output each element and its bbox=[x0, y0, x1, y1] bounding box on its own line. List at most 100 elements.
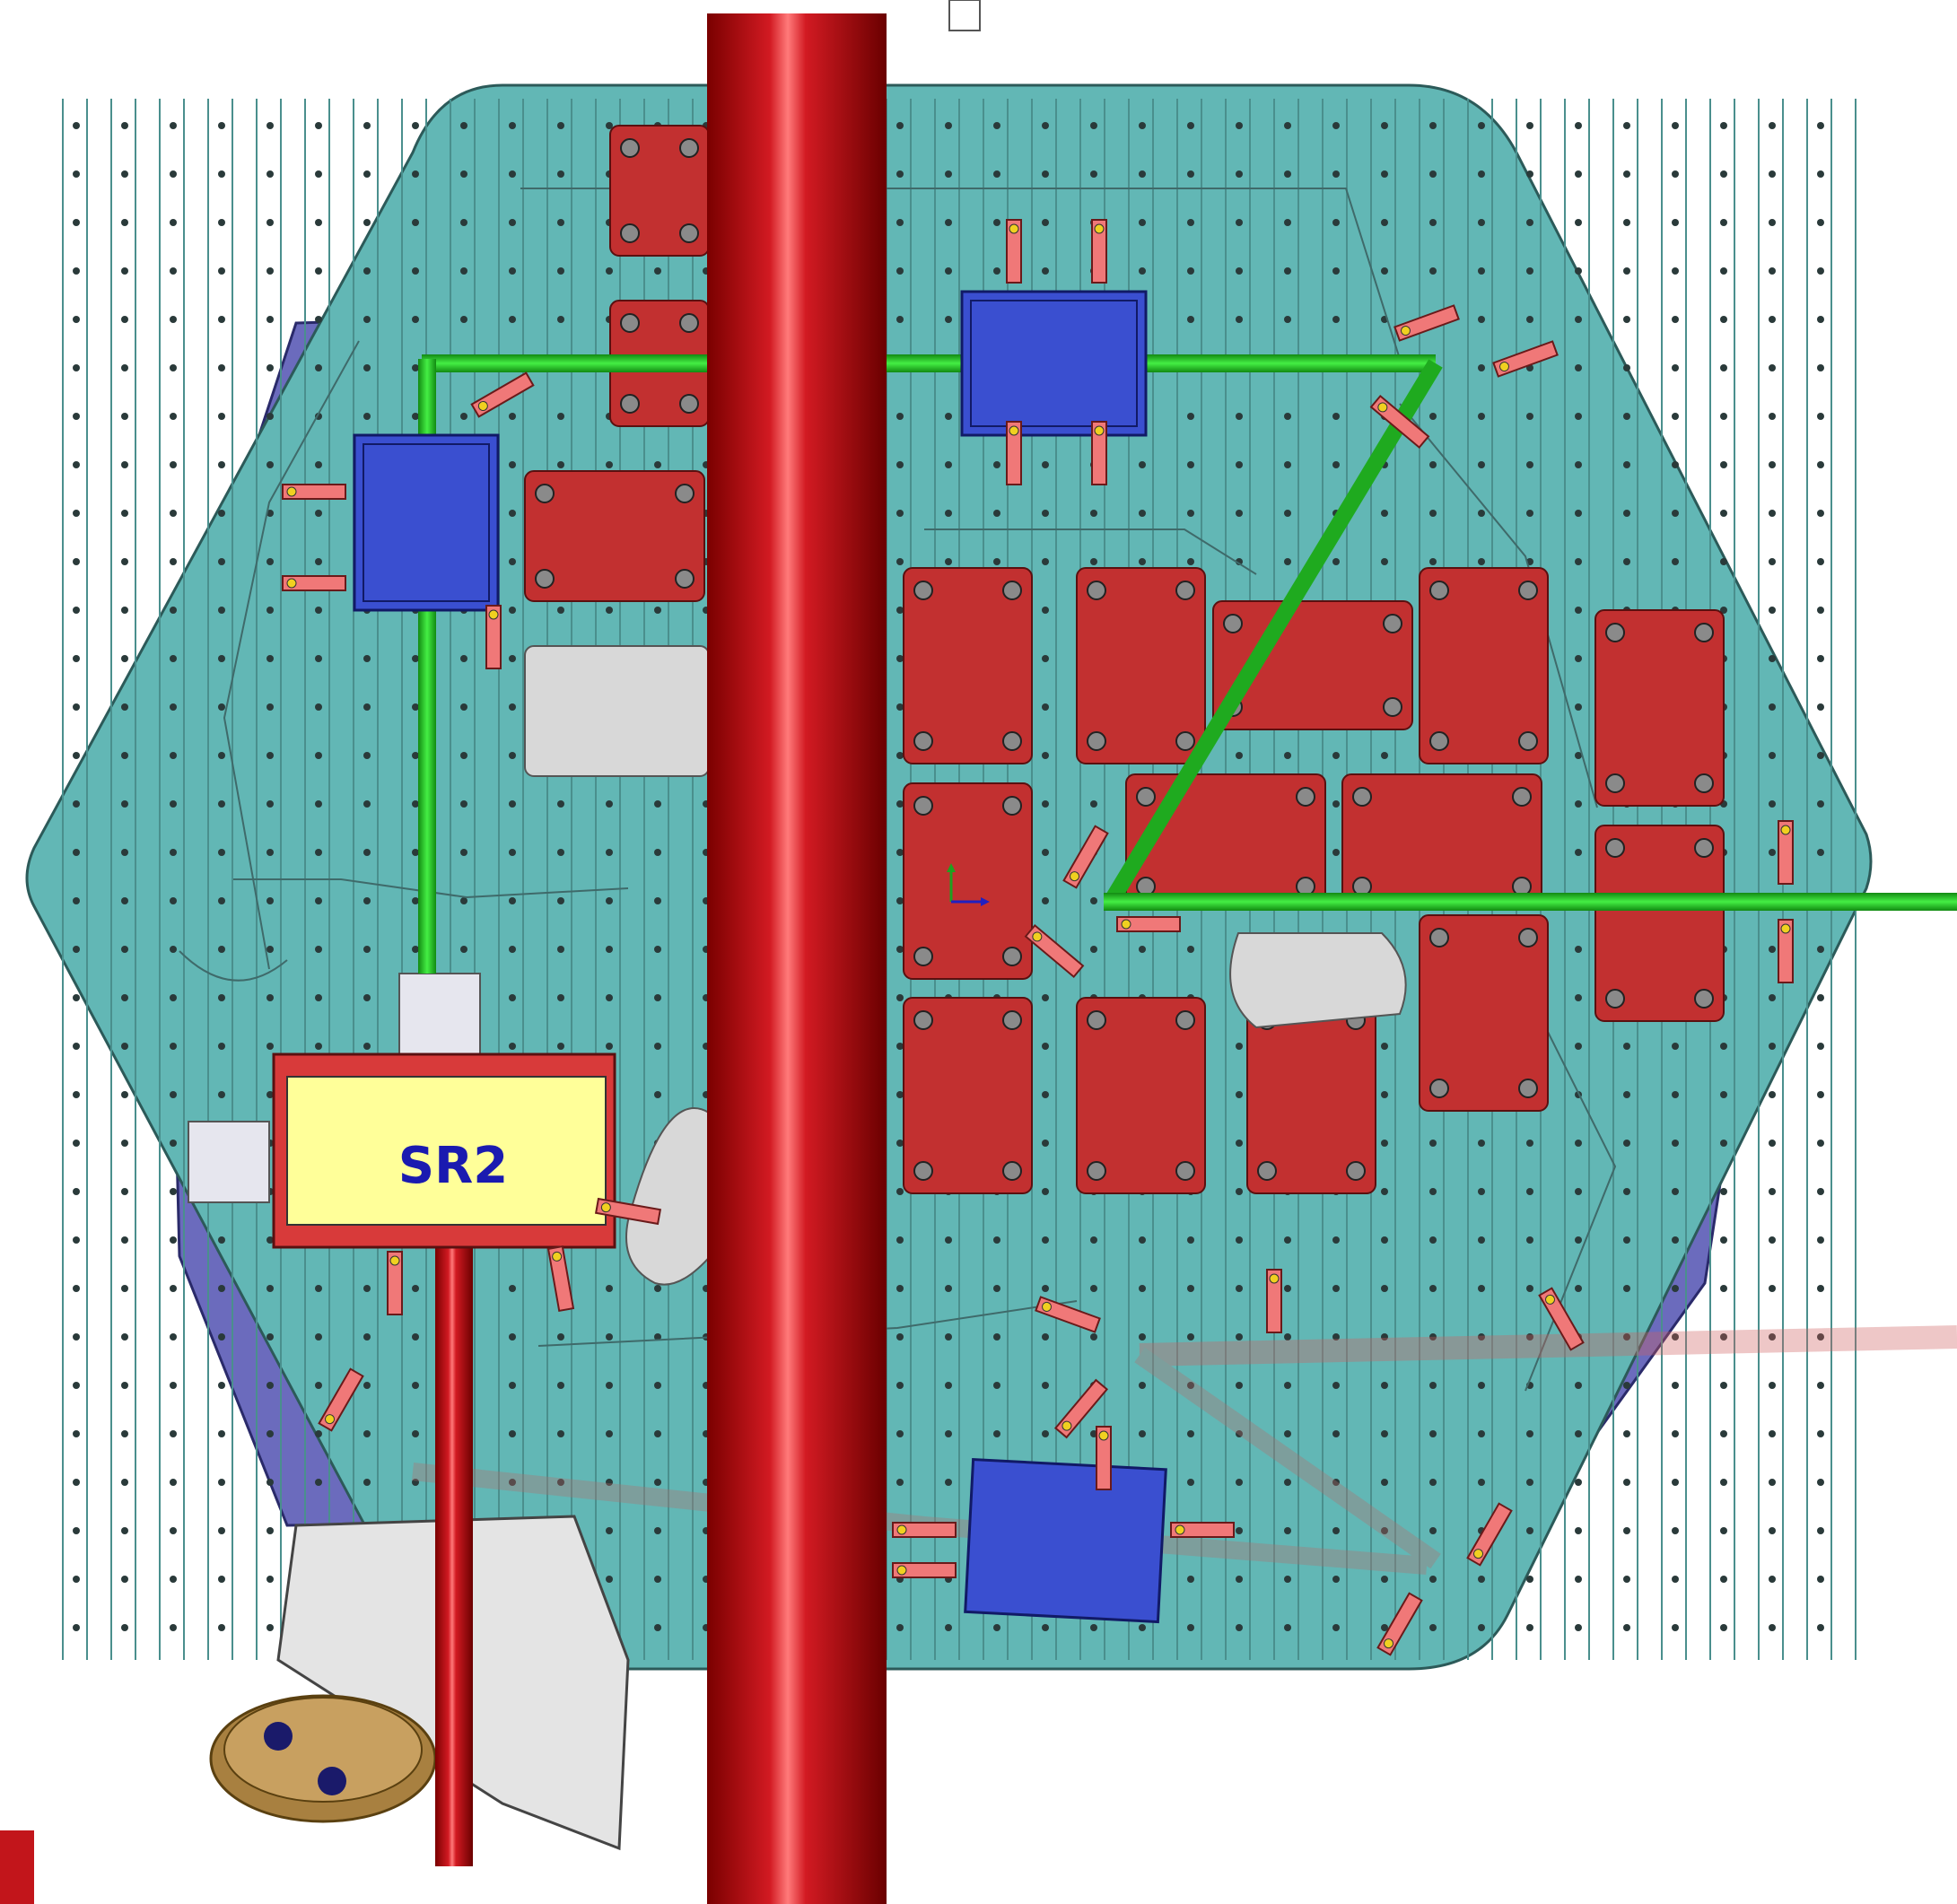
mount-hole bbox=[460, 752, 467, 759]
mount-hole bbox=[1769, 170, 1776, 178]
mount-hole bbox=[121, 558, 128, 565]
mount-hole bbox=[218, 1236, 225, 1244]
mount-hole bbox=[1817, 219, 1824, 226]
mount-hole bbox=[1090, 1624, 1097, 1631]
mount-hole bbox=[73, 1285, 80, 1292]
clamp-arm bbox=[892, 1562, 957, 1578]
clamp bbox=[318, 1367, 364, 1432]
mount-hole bbox=[121, 316, 128, 323]
mount-hole bbox=[218, 267, 225, 275]
mount-hole bbox=[1187, 1479, 1194, 1486]
mount-hole bbox=[1769, 1624, 1776, 1631]
mount-hole bbox=[170, 1188, 177, 1195]
mount-hole bbox=[121, 219, 128, 226]
mount-hole bbox=[1042, 461, 1049, 468]
mount-hole bbox=[1429, 413, 1437, 420]
clamp-arm bbox=[1006, 219, 1022, 284]
mount-hole bbox=[363, 1382, 371, 1389]
mount-hole bbox=[1139, 122, 1146, 129]
mount-hole bbox=[896, 1382, 904, 1389]
mount-hole bbox=[1769, 800, 1776, 808]
mount-hole bbox=[363, 703, 371, 711]
mount-hole bbox=[266, 219, 274, 226]
mount-hole bbox=[1478, 364, 1485, 371]
mount-hole bbox=[1623, 1091, 1630, 1098]
mount-hole bbox=[945, 1333, 952, 1341]
mount-hole bbox=[1381, 267, 1388, 275]
mount-hole bbox=[412, 122, 419, 129]
clamp bbox=[1006, 421, 1022, 485]
bolt bbox=[1002, 581, 1022, 600]
mount-hole bbox=[509, 122, 516, 129]
mount-hole bbox=[1526, 316, 1533, 323]
mount-hole bbox=[1090, 170, 1097, 178]
bolt bbox=[535, 569, 555, 589]
mount-hole bbox=[1187, 170, 1194, 178]
mount-hole bbox=[1526, 267, 1533, 275]
clamp-screw bbox=[286, 578, 297, 589]
mount-hole bbox=[218, 946, 225, 953]
mount-hole bbox=[266, 1479, 274, 1486]
mount-hole bbox=[1817, 1382, 1824, 1389]
mount-hole bbox=[1720, 1527, 1727, 1534]
mount-hole bbox=[1623, 267, 1630, 275]
mount-hole bbox=[1236, 1382, 1243, 1389]
mount-hole bbox=[1575, 1043, 1582, 1050]
mount-hole bbox=[1720, 1382, 1727, 1389]
mount-hole bbox=[1623, 461, 1630, 468]
mount-hole bbox=[460, 170, 467, 178]
mount-hole bbox=[121, 1285, 128, 1292]
mount-hole bbox=[412, 170, 419, 178]
mount-hole bbox=[1332, 1333, 1340, 1341]
cable bbox=[223, 340, 360, 970]
cable bbox=[924, 528, 1257, 575]
mount-hole bbox=[993, 558, 1000, 565]
clamp bbox=[470, 371, 535, 418]
bolt bbox=[1383, 614, 1402, 633]
mount-hole bbox=[315, 946, 322, 953]
mount-hole bbox=[1042, 1091, 1049, 1098]
mount-hole bbox=[509, 1333, 516, 1341]
mount-hole bbox=[73, 703, 80, 711]
mount-hole bbox=[266, 607, 274, 614]
mount-hole bbox=[896, 1624, 904, 1631]
mount-hole bbox=[1720, 1430, 1727, 1437]
mount-hole bbox=[1381, 1527, 1388, 1534]
mount-hole bbox=[73, 170, 80, 178]
mount-hole bbox=[170, 413, 177, 420]
mount-hole bbox=[1090, 558, 1097, 565]
mount-hole bbox=[412, 800, 419, 808]
clamp-screw bbox=[1121, 919, 1131, 930]
bolt bbox=[1136, 787, 1156, 807]
mount-hole bbox=[1769, 267, 1776, 275]
mount-hole bbox=[945, 413, 952, 420]
mount-hole bbox=[1720, 413, 1727, 420]
vacuum-flange bbox=[209, 1694, 437, 1823]
mount-hole bbox=[315, 316, 322, 323]
mount-hole bbox=[1284, 219, 1291, 226]
mount-hole bbox=[1623, 413, 1630, 420]
mount-hole bbox=[1672, 558, 1679, 565]
mount-hole bbox=[1478, 316, 1485, 323]
mount-hole bbox=[993, 1382, 1000, 1389]
mount-hole bbox=[557, 316, 564, 323]
mount-hole bbox=[1817, 1043, 1824, 1050]
mount-hole bbox=[1139, 1382, 1146, 1389]
mount-hole bbox=[1429, 1624, 1437, 1631]
mount-hole bbox=[460, 267, 467, 275]
mount-hole bbox=[654, 1091, 661, 1098]
mount-hole bbox=[1623, 1140, 1630, 1147]
mount-hole bbox=[170, 655, 177, 662]
mount-hole bbox=[1769, 1285, 1776, 1292]
mount-hole bbox=[170, 1091, 177, 1098]
clamp-screw bbox=[325, 1414, 335, 1425]
mount-hole bbox=[121, 1624, 128, 1631]
clamp-screw bbox=[552, 1251, 563, 1262]
clamp-arm bbox=[1006, 421, 1022, 485]
mount-hole bbox=[73, 1430, 80, 1437]
mount-hole bbox=[266, 510, 274, 517]
mount-hole bbox=[170, 752, 177, 759]
red-block bbox=[1594, 609, 1725, 807]
mount-hole bbox=[606, 1043, 613, 1050]
mount-hole bbox=[509, 219, 516, 226]
